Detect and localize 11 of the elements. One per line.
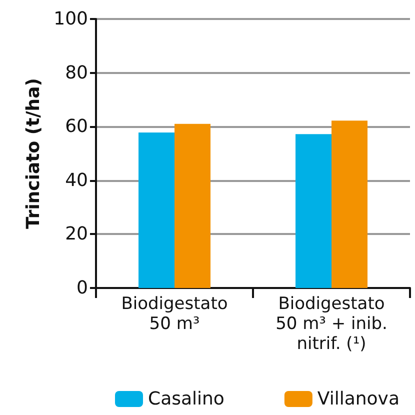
y-tick-label: 80 bbox=[65, 62, 88, 84]
y-tick-label: 0 bbox=[76, 278, 88, 298]
legend-label: Casalino bbox=[148, 388, 224, 410]
x-tick-label: Biodigestato 50 m³ bbox=[121, 294, 228, 334]
y-tick-label: 40 bbox=[65, 170, 88, 191]
x-tick-label: Biodigestato 50 m³ + inib. nitrif. (¹) bbox=[276, 294, 388, 354]
y-axis-title: Trinciato (t/ha) bbox=[23, 78, 44, 229]
legend-label: Villanova bbox=[317, 388, 400, 410]
y-tick-label: 20 bbox=[65, 224, 88, 245]
y-tick-label: 60 bbox=[65, 116, 88, 138]
y-tick-label: 100 bbox=[54, 8, 88, 30]
